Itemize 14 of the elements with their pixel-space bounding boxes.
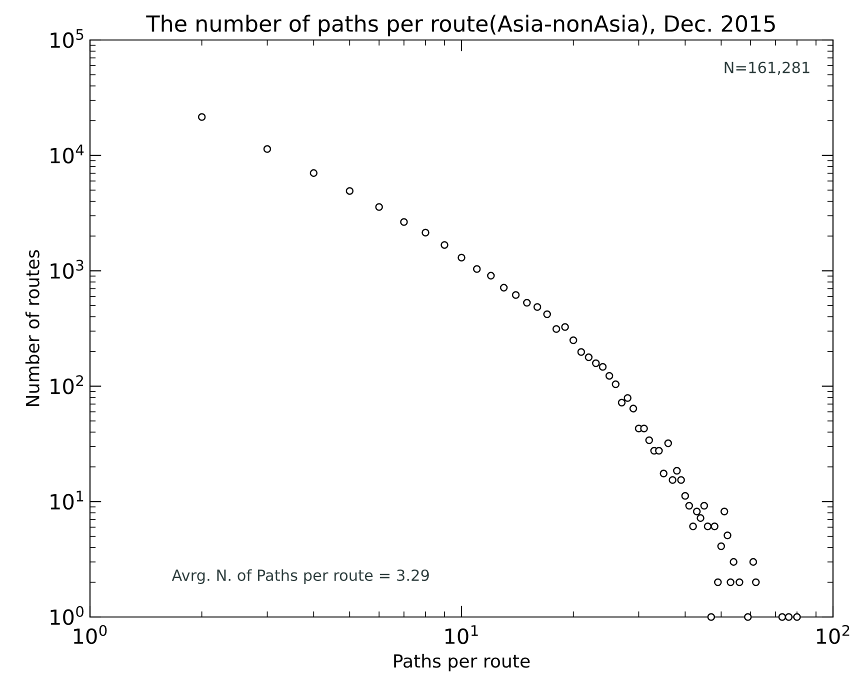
annotation: N=161,281: [724, 62, 810, 75]
y-tick-label: 10$^{1}$: [50, 490, 84, 510]
y-tick-label: 10$^{3}$: [50, 260, 84, 279]
annotation: Avrg. N. of Paths per route = 3.29: [172, 569, 429, 584]
x-axis-title: Paths per route: [394, 654, 530, 672]
x-tick-label: 10$^{1}$: [445, 625, 478, 644]
chart-title: The number of paths per route(Asia-nonAsia), Dec. 2015: [146, 14, 775, 36]
y-tick-label: 10$^{4}$: [50, 144, 84, 164]
y-tick-label: 10$^{0}$: [50, 606, 84, 626]
x-tick-label: 10$^{2}$: [816, 624, 850, 644]
y-axis-title: Number of routes: [25, 250, 40, 406]
y-tick-label: 10$^{5}$: [50, 29, 84, 48]
x-tick-label: 10$^{0}$: [74, 624, 107, 644]
y-tick-label: 10$^{2}$: [50, 375, 83, 394]
